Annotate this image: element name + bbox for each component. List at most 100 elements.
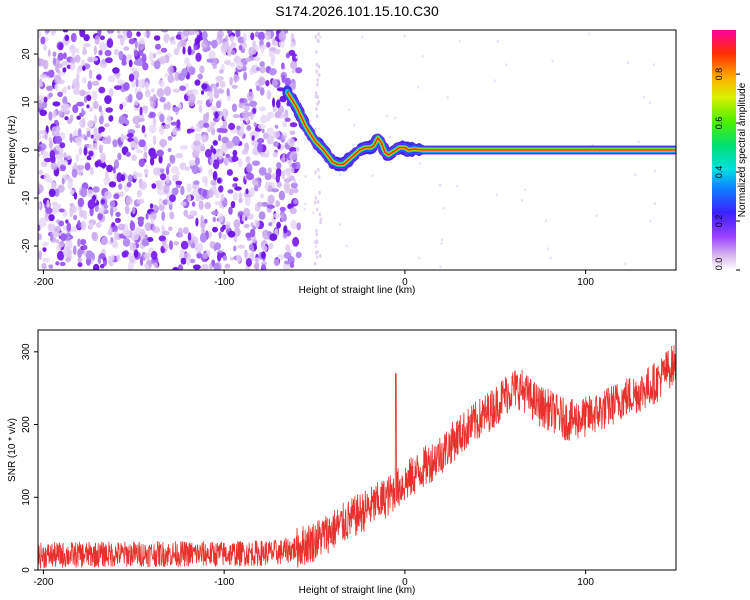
heatmap-cell [194,132,202,142]
heatmap-cell [304,175,307,178]
heatmap-cell [50,162,58,171]
heatmap-cell [162,199,169,206]
heatmap-cell [283,251,292,260]
heatmap-cell [153,262,159,269]
heatmap-cell [282,120,288,128]
heatmap-cell [62,96,68,105]
heatmap-cell [253,219,260,229]
heatmap-cell [149,157,155,166]
heatmap-cell [264,30,272,41]
heatmap-cell [78,209,85,218]
heatmap-cell [158,154,163,164]
heatmap-cell [271,188,279,193]
heatmap-cell [141,238,149,247]
heatmap-cell [385,114,389,118]
heatmap-cell [179,85,187,91]
heatmap-cell [55,261,60,266]
heatmap-cell [180,201,187,206]
heatmap-cell [653,169,656,173]
heatmap-cell [131,230,140,241]
heatmap-cell [211,210,219,216]
heatmap-cell [136,199,144,204]
heatmap-cell [73,192,78,200]
signal-track-band [286,91,676,166]
heatmap-cell [266,204,275,209]
heatmap-cell [85,250,94,260]
heatmap-cell [93,133,99,142]
heatmap-cell [257,31,266,41]
heatmap-cell [117,79,125,86]
heatmap-cell [311,211,315,215]
heatmap-cell [199,165,203,174]
heatmap-cell [315,232,318,237]
heatmap-cell [81,117,86,128]
heatmap-cell [210,105,219,112]
heatmap-cell [292,178,297,184]
heatmap-cell [87,56,95,63]
heatmap-cell [293,187,299,194]
heatmap-cell [214,191,221,199]
heatmap-cell [127,174,133,183]
heatmap-cell [238,45,243,51]
heatmap-cell [261,251,266,259]
heatmap-cell [178,227,183,238]
heatmap-cell [81,110,86,116]
heatmap-cell [57,79,65,85]
heatmap-cell [38,217,47,228]
heatmap-cell [289,146,297,153]
heatmap-cell [188,159,196,167]
heatmap-cell [199,233,207,243]
heatmap-cell [156,184,161,190]
heatmap-cell [50,232,54,242]
heatmap-cell [194,242,201,251]
heatmap-cell [216,127,224,133]
heatmap-cell [272,151,279,158]
heatmap-cell [193,45,198,51]
heatmap-cell [106,164,114,173]
heatmap-cell [78,147,83,156]
heatmap-cell [121,251,128,258]
heatmap-cell [258,211,266,220]
heatmap-cell [319,217,322,222]
heatmap-cell [284,185,291,194]
heatmap-cell [38,145,42,153]
heatmap-cell [210,179,217,186]
heatmap-cell [113,48,120,56]
heatmap-cell [117,34,123,39]
heatmap-cell [126,181,132,188]
heatmap-cell [232,177,239,182]
heatmap-cell [86,119,94,128]
heatmap-cell [61,102,68,113]
heatmap-cell [218,185,224,193]
heatmap-cell [136,31,141,37]
heatmap-cell [118,183,123,190]
heatmap-cell [156,88,165,98]
heatmap-cell [38,201,41,210]
heatmap-cell [211,39,218,49]
heatmap-cell [653,202,657,206]
heatmap-cell [315,228,318,233]
heatmap-cell [44,131,48,141]
heatmap-cell [258,77,266,86]
heatmap-cell [40,36,46,45]
heatmap-cell [282,153,286,164]
heatmap-cell [187,45,192,56]
heatmap-cell [136,189,142,198]
heatmap-cell [58,110,63,118]
heatmap-cell [314,34,317,39]
heatmap-cell [271,41,279,46]
heatmap-cell [275,174,280,183]
heatmap-cell [58,220,65,227]
y-tick-label: 200 [21,416,32,433]
heatmap-cell [624,262,627,266]
heatmap-cell [87,199,96,210]
heatmap-cell [97,207,105,214]
heatmap-cell [49,140,53,149]
heatmap-cell [227,189,234,194]
heatmap-cell [83,34,90,42]
heatmap-cell [86,189,95,198]
heatmap-cell [276,221,281,229]
heatmap-cell [82,244,88,250]
heatmap-cell [282,263,291,270]
heatmap-cell [289,150,298,161]
